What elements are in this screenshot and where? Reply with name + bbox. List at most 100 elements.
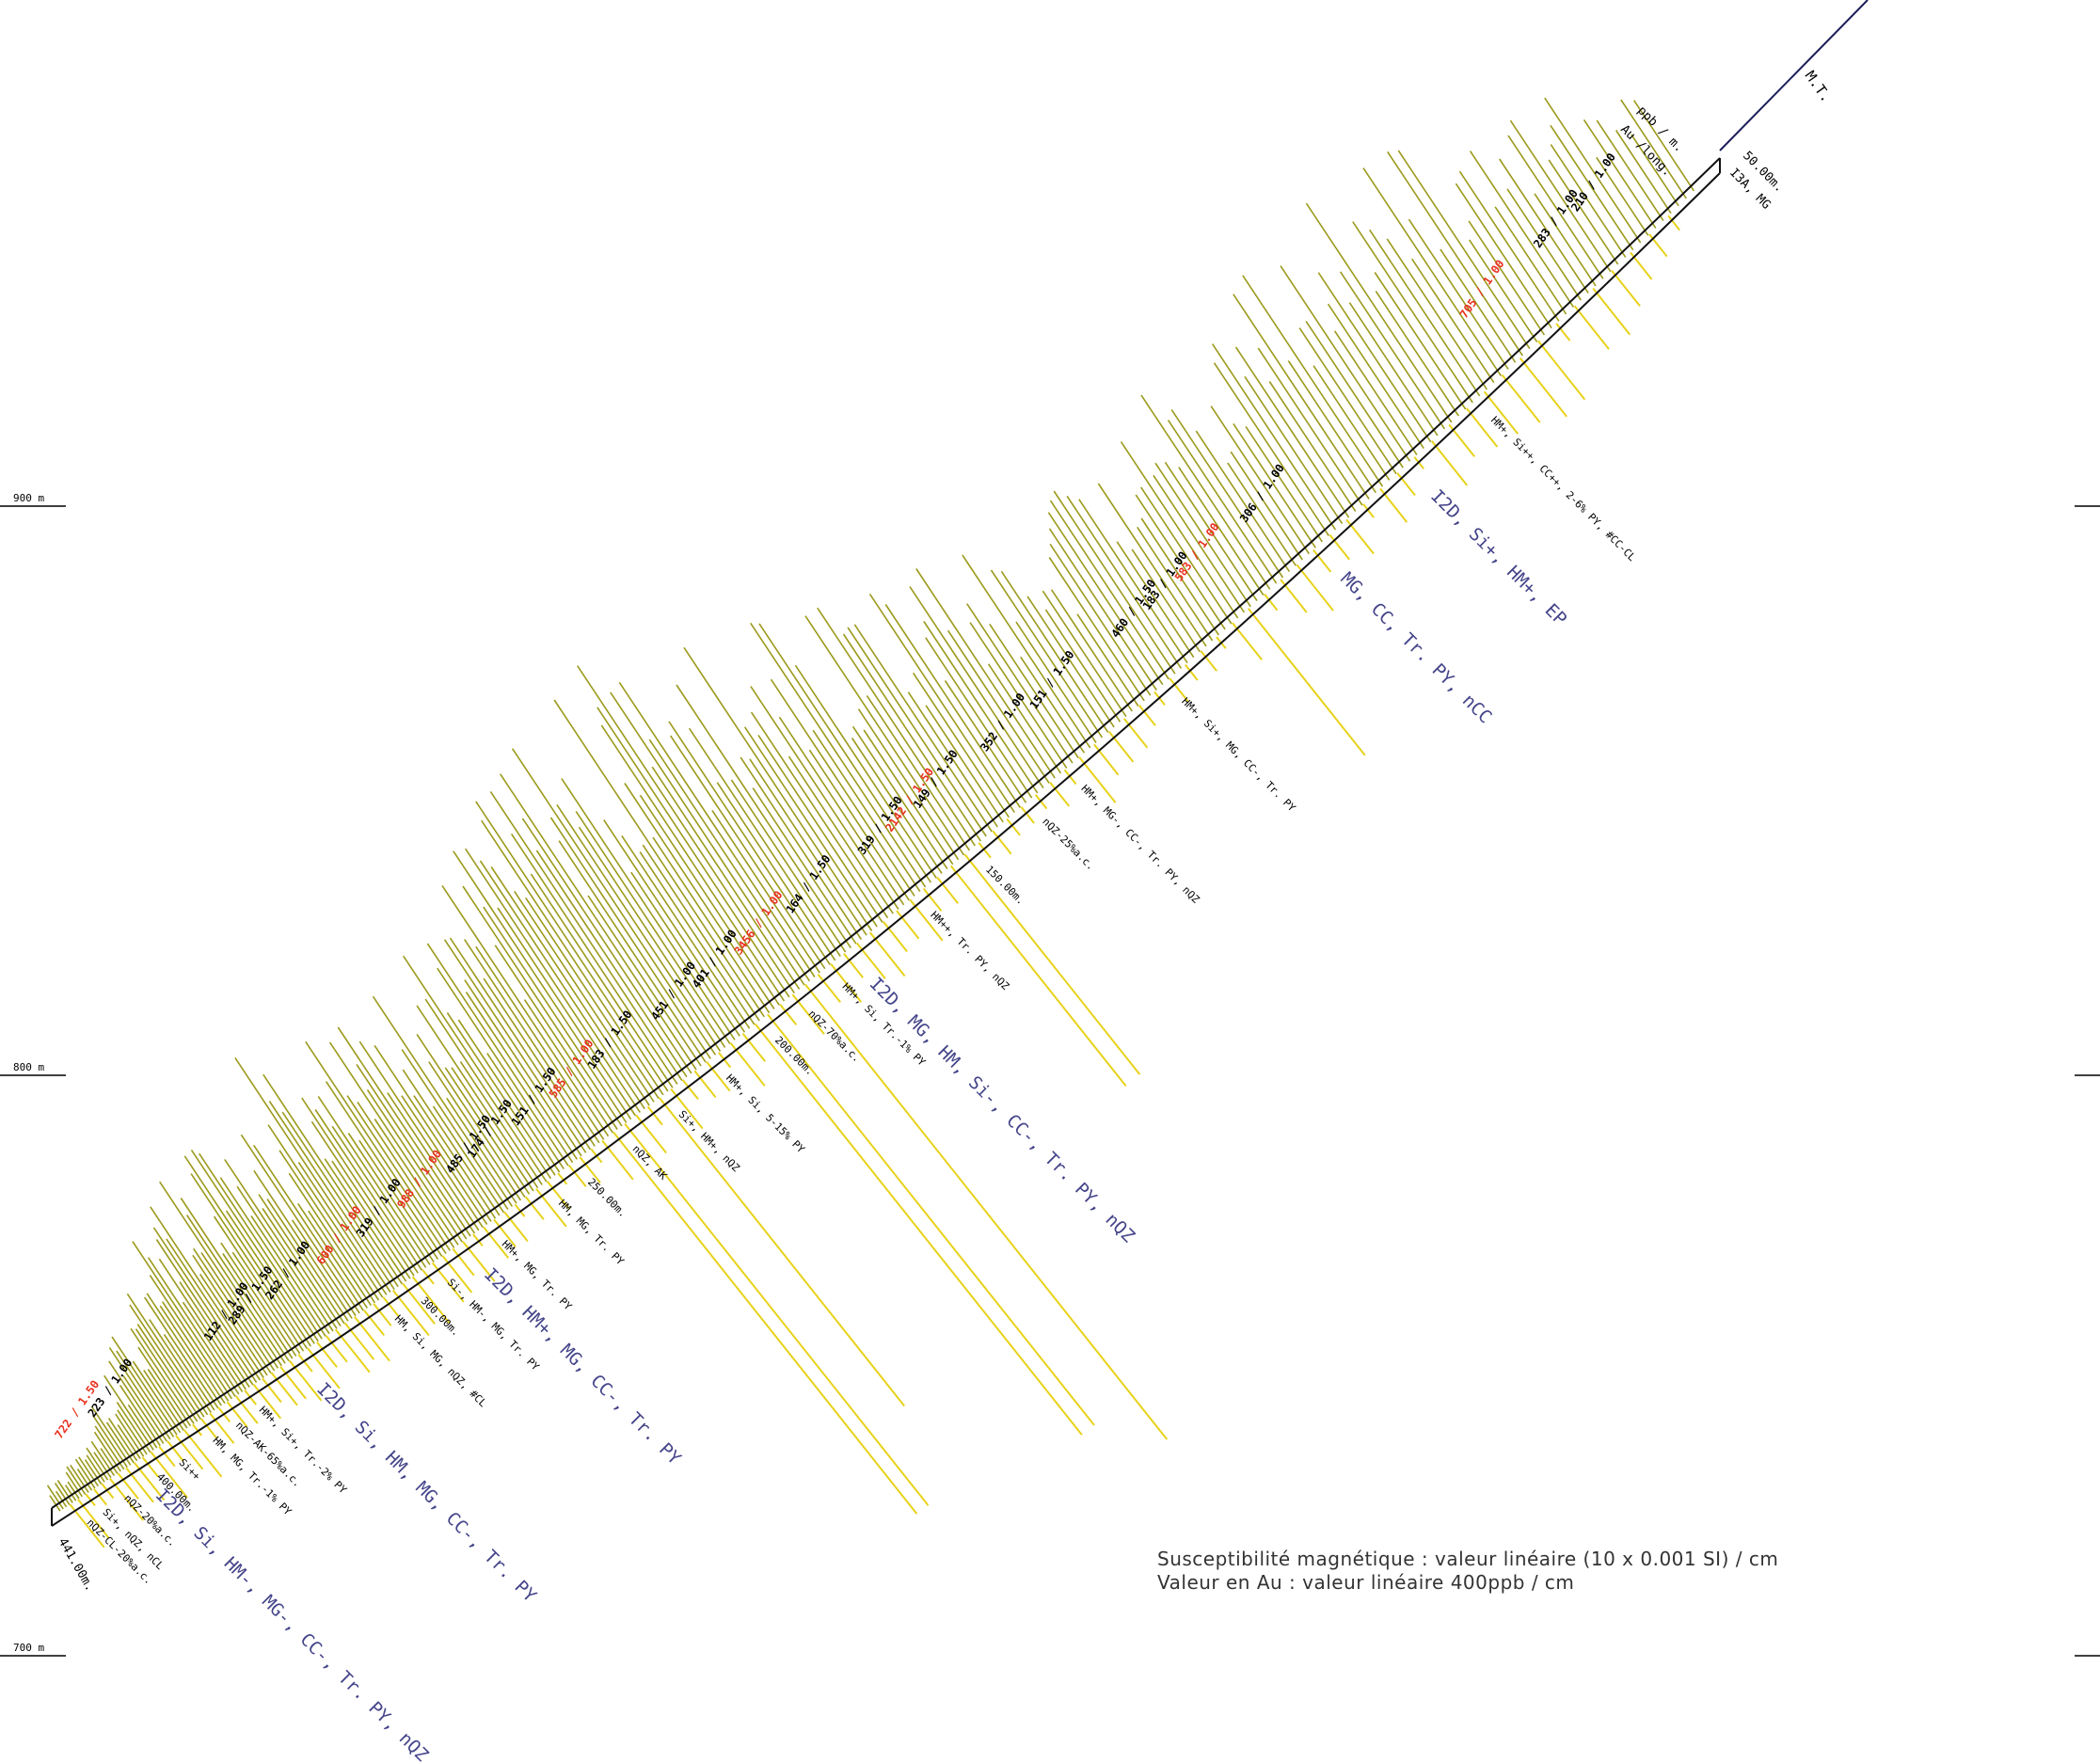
susceptibility-bar: [770, 678, 915, 897]
susceptibility-bar: [231, 1251, 301, 1355]
susceptibility-bar: [778, 716, 905, 906]
gold-bar: [483, 1226, 510, 1259]
gold-bar: [270, 1372, 298, 1406]
susceptibility-bar: [358, 1040, 484, 1229]
susceptibility-bar: [648, 739, 811, 982]
susceptibility-bar: [1327, 303, 1424, 450]
susceptibility-bar: [401, 1095, 488, 1225]
susceptibility-bar: [1195, 430, 1291, 573]
susceptibility-bar: [372, 995, 514, 1207]
lithology-detail-label: 300.00m.: [419, 1294, 463, 1339]
susceptibility-bar: [158, 1258, 247, 1390]
gold-bar: [411, 1276, 451, 1325]
susceptibility-bar: [561, 778, 736, 1040]
susceptibility-bar: [1242, 275, 1384, 487]
gold-bar: [252, 1383, 282, 1420]
susceptibility-bar: [483, 906, 628, 1123]
susceptibility-bar: [346, 1095, 451, 1251]
susceptibility-bar: [925, 705, 1004, 823]
lithology-detail-label: HM+, Si, 5-15% PY: [724, 1072, 807, 1155]
susceptibility-bar: [812, 729, 921, 893]
gold-bar: [1296, 564, 1334, 611]
susceptibility-bar: [1333, 330, 1418, 455]
susceptibility-bar: [464, 939, 600, 1144]
susceptibility-bar: [969, 622, 1068, 769]
susceptibility-bar: [100, 1448, 119, 1474]
susceptibility-bar: [459, 1060, 543, 1185]
gold-bar: [741, 1032, 766, 1062]
susceptibility-bar: [236, 1185, 334, 1332]
susceptibility-bar: [624, 783, 775, 1009]
gold-bar: [1078, 756, 1117, 803]
susceptibility-bar: [909, 586, 1044, 789]
susceptibility-bar: [1312, 365, 1391, 481]
susceptibility-bar: [159, 1305, 226, 1405]
susceptibility-bar: [70, 1464, 89, 1493]
susceptibility-bar: [1509, 119, 1612, 273]
gold-bar: [779, 1003, 798, 1025]
susceptibility-bar: [511, 748, 717, 1056]
gold-bar: [1248, 608, 1366, 756]
gold-bar: [382, 1296, 400, 1317]
gold-bar: [503, 1211, 529, 1243]
gold-bar: [69, 1503, 105, 1549]
susceptibility-bar: [152, 1227, 258, 1383]
gold-bar: [936, 876, 959, 904]
lithology-unit-label: I2D, Si+, HM+, EP: [1426, 485, 1570, 629]
legend: Susceptibilité magnétique : valeur linéa…: [1157, 1548, 1778, 1595]
susceptibility-bar: [1305, 320, 1404, 469]
susceptibility-bar: [147, 1369, 188, 1429]
gold-bar: [200, 1418, 218, 1439]
gold-bar: [93, 1488, 107, 1506]
susceptibility-bar: [149, 1274, 233, 1400]
susceptibility-bar: [1020, 656, 1086, 754]
gold-bar: [1667, 214, 1680, 231]
susceptibility-bar: [56, 1480, 73, 1503]
susceptibility-bar: [1049, 500, 1169, 680]
legend-susceptibility: Susceptibilité magnétique : valeur linéa…: [1157, 1548, 1779, 1570]
susceptibility-bar: [558, 840, 707, 1063]
susceptibility-bar: [103, 1374, 154, 1451]
susceptibility-bar: [94, 1425, 125, 1470]
lithology-unit-label: I2D, Si, HM, MG, CC-, Tr. PY: [312, 1378, 540, 1606]
lithology-detail-label: HM+, Si+, MG, CC-, Tr. PY: [1179, 695, 1298, 815]
susceptibility-bar: [1210, 405, 1310, 555]
gold-bar: [546, 1180, 570, 1210]
susceptibility-bar: [437, 967, 569, 1167]
susceptibility-bar: [1408, 218, 1509, 370]
susceptibility-bar: [757, 734, 883, 923]
susceptibility-bar: [446, 1012, 556, 1176]
susceptibility-bar: [358, 1139, 439, 1260]
susceptibility-bar: [117, 1423, 141, 1459]
susceptibility-bar: [331, 1160, 411, 1279]
susceptibility-bar: [947, 629, 1050, 784]
susceptibility-bar: [86, 1454, 105, 1483]
susceptibility-bar: [49, 1495, 61, 1512]
susceptibility-bar: [149, 1319, 212, 1413]
gold-bar: [167, 1440, 184, 1462]
lithology-detail-label: 250.00m.: [585, 1176, 629, 1220]
gold-bar: [1396, 472, 1416, 497]
susceptibility-bar: [966, 603, 1074, 764]
susceptibility-bar: [486, 1053, 565, 1170]
gold-bar: [706, 1060, 731, 1092]
susceptibility-bar: [147, 1257, 240, 1395]
susceptibility-histogram: [46, 97, 1695, 1512]
gold-bar: [514, 1203, 526, 1217]
susceptibility-bar: [190, 1173, 309, 1350]
susceptibility-bar: [253, 1144, 364, 1311]
susceptibility-bar: [1178, 467, 1265, 596]
gold-bar: [1430, 440, 1469, 486]
lithology-detail-labels: HM+, Si++, CC++, 2-6% PY, #CC-CL HM+, Si+…: [85, 414, 1639, 1587]
susceptibility-bar: [308, 1210, 372, 1307]
gold-bar: [150, 1451, 188, 1499]
susceptibility-bar: [137, 1346, 192, 1427]
gold-bar: [101, 1483, 115, 1500]
susceptibility-bar: [267, 1124, 384, 1298]
susceptibility-bar: [401, 1049, 509, 1211]
susceptibility-bar: [639, 794, 780, 1006]
lithology-detail-label: HM, Si, MG, nQZ, #CL: [392, 1312, 489, 1409]
susceptibility-bar: [1153, 474, 1246, 613]
susceptibility-bar: [1506, 188, 1582, 301]
susceptibility-bar: [258, 1194, 345, 1325]
